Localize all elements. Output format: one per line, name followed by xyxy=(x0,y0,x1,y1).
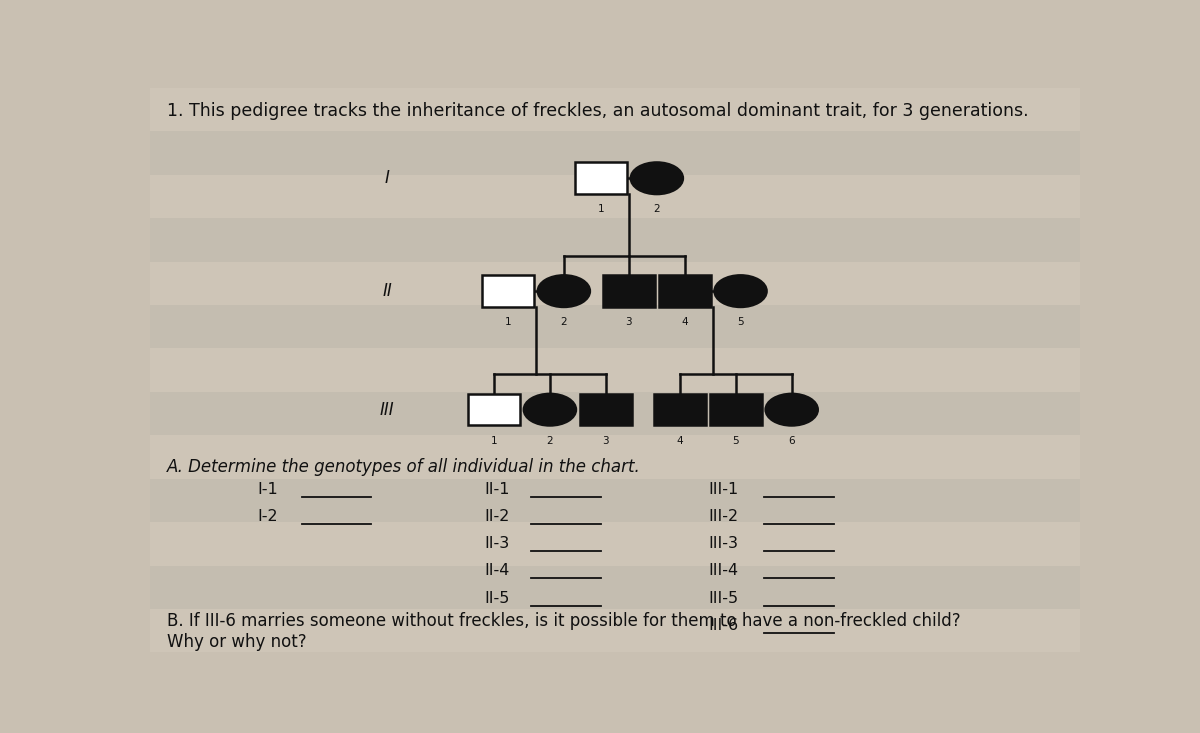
Ellipse shape xyxy=(538,276,590,307)
FancyBboxPatch shape xyxy=(150,348,1080,392)
FancyBboxPatch shape xyxy=(150,566,1080,609)
Text: III-4: III-4 xyxy=(708,564,738,578)
FancyBboxPatch shape xyxy=(150,609,1080,652)
Text: II-1: II-1 xyxy=(485,482,510,497)
FancyBboxPatch shape xyxy=(150,218,1080,262)
FancyBboxPatch shape xyxy=(710,394,762,425)
Ellipse shape xyxy=(524,394,576,425)
Text: III-6: III-6 xyxy=(708,618,738,633)
Ellipse shape xyxy=(766,394,817,425)
Text: 5: 5 xyxy=(737,317,744,327)
Text: 1: 1 xyxy=(505,317,511,327)
Text: 3: 3 xyxy=(602,435,610,446)
Text: II-5: II-5 xyxy=(485,591,510,605)
Text: III-5: III-5 xyxy=(708,591,738,605)
Text: 2: 2 xyxy=(654,205,660,214)
Text: III: III xyxy=(380,401,395,419)
Text: B. If III-6 marries someone without freckles, is it possible for them to have a : B. If III-6 marries someone without frec… xyxy=(167,612,960,650)
FancyBboxPatch shape xyxy=(654,394,706,425)
FancyBboxPatch shape xyxy=(482,276,534,307)
Ellipse shape xyxy=(631,163,683,194)
Text: A. Determine the genotypes of all individual in the chart.: A. Determine the genotypes of all indivi… xyxy=(167,457,641,476)
Text: II-3: II-3 xyxy=(485,537,510,551)
FancyBboxPatch shape xyxy=(150,305,1080,348)
Text: II: II xyxy=(383,282,392,300)
Text: 1: 1 xyxy=(491,435,498,446)
FancyBboxPatch shape xyxy=(575,163,628,194)
Text: 2: 2 xyxy=(560,317,568,327)
Text: II-2: II-2 xyxy=(485,509,510,524)
FancyBboxPatch shape xyxy=(659,276,710,307)
FancyBboxPatch shape xyxy=(150,88,1080,131)
Text: II-4: II-4 xyxy=(485,564,510,578)
Text: III-2: III-2 xyxy=(708,509,738,524)
Text: 2: 2 xyxy=(546,435,553,446)
Text: 4: 4 xyxy=(682,317,688,327)
Text: I: I xyxy=(385,169,390,187)
FancyBboxPatch shape xyxy=(580,394,631,425)
Text: III-1: III-1 xyxy=(708,482,738,497)
Text: 3: 3 xyxy=(625,317,632,327)
Ellipse shape xyxy=(714,276,767,307)
FancyBboxPatch shape xyxy=(150,392,1080,435)
FancyBboxPatch shape xyxy=(468,394,520,425)
Text: 5: 5 xyxy=(732,435,739,446)
Text: 6: 6 xyxy=(788,435,796,446)
FancyBboxPatch shape xyxy=(150,435,1080,479)
FancyBboxPatch shape xyxy=(150,174,1080,218)
FancyBboxPatch shape xyxy=(150,131,1080,174)
FancyBboxPatch shape xyxy=(150,479,1080,522)
Text: I-2: I-2 xyxy=(257,509,277,524)
FancyBboxPatch shape xyxy=(150,522,1080,566)
FancyBboxPatch shape xyxy=(602,276,655,307)
Text: 4: 4 xyxy=(677,435,684,446)
Text: III-3: III-3 xyxy=(708,537,738,551)
FancyBboxPatch shape xyxy=(150,262,1080,305)
Text: 1. This pedigree tracks the inheritance of freckles, an autosomal dominant trait: 1. This pedigree tracks the inheritance … xyxy=(167,102,1028,120)
Text: 1: 1 xyxy=(598,205,605,214)
Text: I-1: I-1 xyxy=(257,482,277,497)
